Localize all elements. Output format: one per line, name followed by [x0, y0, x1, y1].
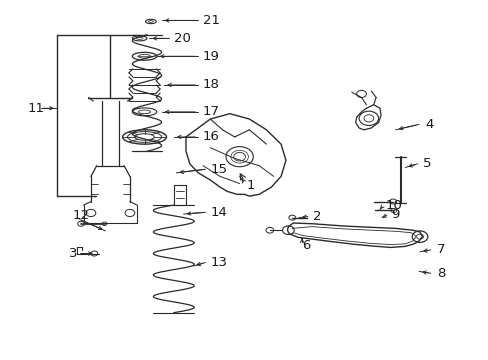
Text: 5: 5 [422, 157, 430, 170]
Text: 8: 8 [436, 267, 445, 280]
Text: 12: 12 [73, 210, 90, 222]
Text: 13: 13 [210, 256, 227, 269]
Text: 14: 14 [210, 206, 227, 219]
Text: 10: 10 [385, 199, 402, 212]
Text: 2: 2 [312, 210, 321, 223]
Text: 18: 18 [203, 78, 220, 91]
Text: 1: 1 [246, 179, 255, 192]
Text: 16: 16 [203, 130, 220, 144]
Text: 21: 21 [203, 14, 220, 27]
Text: 20: 20 [173, 32, 190, 45]
Text: 17: 17 [203, 105, 220, 118]
Text: 15: 15 [210, 163, 227, 176]
Text: 19: 19 [203, 50, 220, 63]
Text: 4: 4 [424, 118, 432, 131]
Text: 7: 7 [436, 243, 445, 256]
Text: 9: 9 [390, 208, 398, 221]
Text: 3: 3 [69, 247, 77, 260]
Text: 6: 6 [302, 239, 310, 252]
Text: 11: 11 [27, 102, 44, 115]
